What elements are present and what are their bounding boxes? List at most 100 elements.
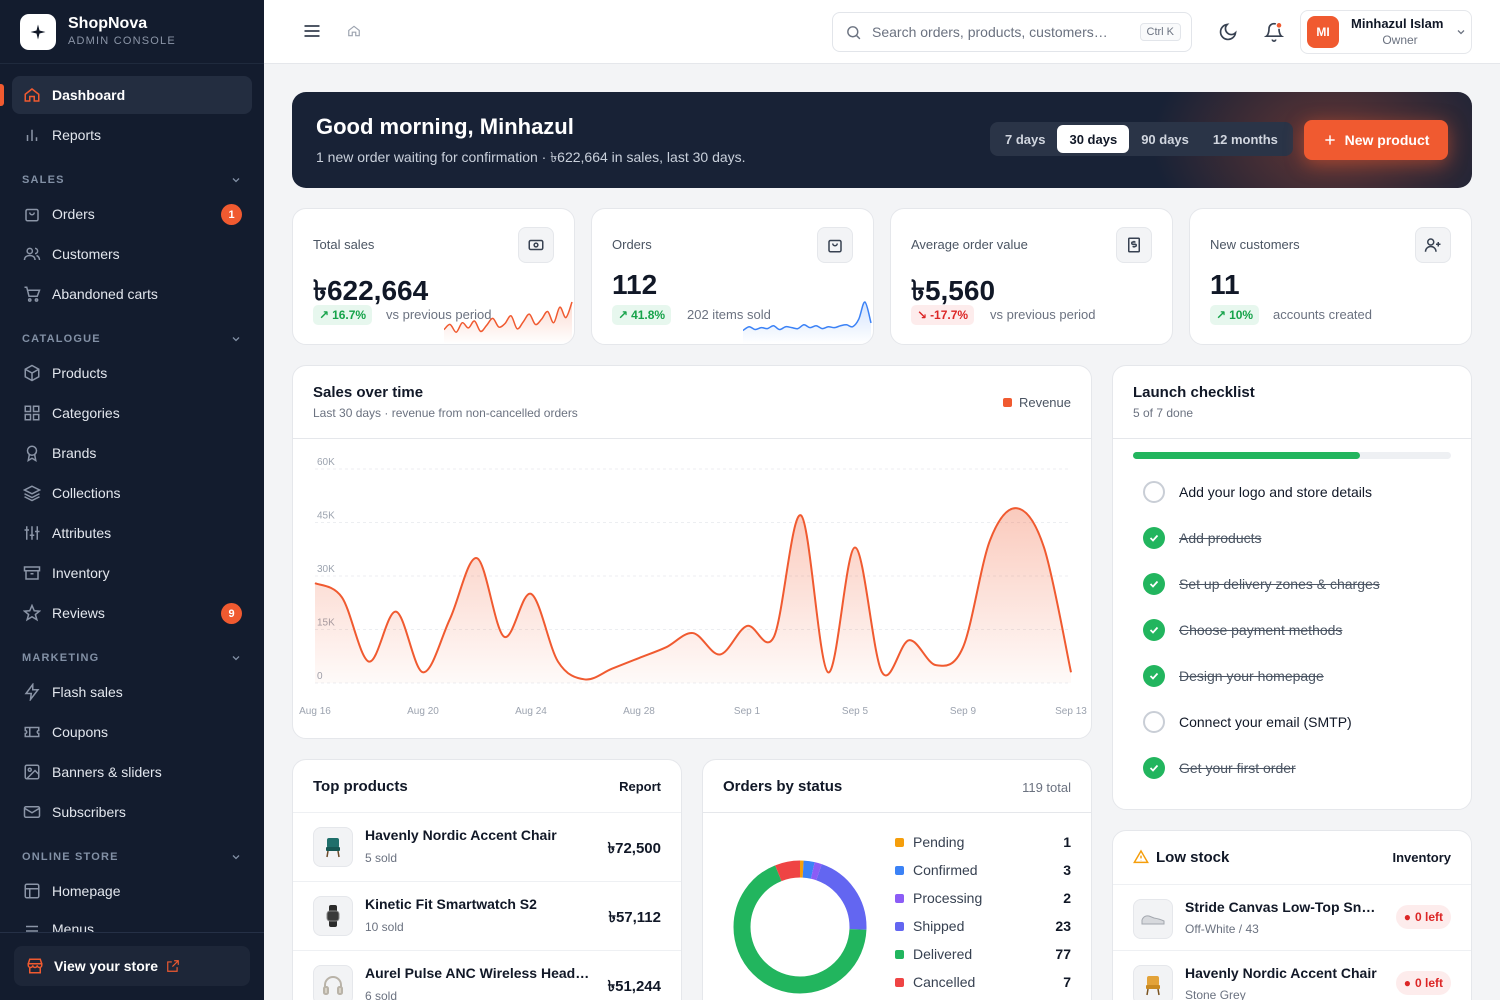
checklist-item[interactable]: Add products [1143,527,1262,549]
new-product-button[interactable]: New product [1304,120,1448,160]
list-item[interactable]: Stride Canvas Low-Top Sneakers Off-White… [1113,884,1471,950]
chart-legend: Revenue [1002,395,1071,410]
status-row-shipped[interactable]: Shipped 23 [895,918,1071,934]
empty-circle-icon [1143,481,1165,503]
sidebar-item-coupons[interactable]: Coupons [12,713,252,751]
list-item[interactable]: Kinetic Fit Smartwatch S2 10 sold ৳57,11… [293,881,681,949]
sidebar-item-reviews[interactable]: Reviews 9 [12,594,252,632]
checklist-item[interactable]: Connect your email (SMTP) [1143,711,1352,733]
award-icon [22,443,42,463]
receipt-icon [1116,227,1152,263]
status-row-pending[interactable]: Pending 1 [895,834,1071,850]
donut-slice-delivered [733,860,867,994]
sidebar-item-collections[interactable]: Collections [12,474,252,512]
breadcrumb-home-icon[interactable] [347,24,361,38]
view-store-link[interactable]: View your store [14,946,250,986]
sidebar-item-abandoned-carts[interactable]: Abandoned carts [12,275,252,313]
launch-checklist-card: Launch checklist 5 of 7 done Add your lo… [1112,365,1472,810]
cart-icon [22,284,42,304]
range-30-days[interactable]: 30 days [1057,125,1130,153]
sidebar-item-products[interactable]: Products [12,354,252,392]
chevron-down-icon [1455,26,1467,38]
stat-label: Total sales [313,237,375,252]
section-sales[interactable]: SALES [22,174,242,186]
stat-card-new-customers[interactable]: New customers 11 ↗ 10% accounts created [1189,208,1472,345]
legend-label: Revenue [1018,395,1071,410]
moon-icon[interactable] [1218,22,1238,42]
hamburger-menu-icon[interactable] [302,21,322,41]
range-12-months[interactable]: 12 months [1212,131,1278,147]
product-amount: ৳51,244 [607,978,661,995]
sidebar-item-brands[interactable]: Brands [12,434,252,472]
sidebar-item-menus[interactable]: Menus [12,912,252,932]
bell-icon[interactable] [1264,21,1284,43]
orders-donut-chart [733,860,867,994]
sidebar-item-label: Reports [52,127,102,143]
check-circle-icon [1143,665,1165,687]
archive-icon [22,563,42,583]
inventory-link[interactable]: Inventory [1392,850,1451,865]
checklist-item-label: Design your homepage [1179,668,1324,684]
card-subtitle: 5 of 7 done [1133,406,1194,420]
product-variant: Off-White / 43 [1185,922,1259,936]
x-tick-label: Sep 5 [842,706,869,717]
bar-chart-icon [22,125,42,145]
stat-delta: ↘ -17.7% [911,305,975,325]
sidebar-item-orders[interactable]: Orders 1 [12,195,252,233]
trend-up-icon: ↗ [618,308,629,322]
status-label: Processing [913,890,983,906]
checklist-item[interactable]: Choose payment methods [1143,619,1342,641]
checklist-item-label: Add your logo and store details [1179,484,1373,500]
sidebar-item-dashboard[interactable]: Dashboard [12,76,252,114]
section-catalogue[interactable]: CATALOGUE [22,333,242,345]
status-row-confirmed[interactable]: Confirmed 3 [895,862,1071,878]
report-link[interactable]: Report [619,779,661,794]
sidebar-item-categories[interactable]: Categories [12,394,252,432]
user-menu[interactable]: MI Minhazul Islam Owner [1300,10,1472,54]
stat-note: vs previous period [386,307,492,322]
check-circle-icon [1143,573,1165,595]
orders-total: 119 total [1022,780,1071,795]
sidebar-item-customers[interactable]: Customers [12,235,252,273]
orders-sparkline [743,301,872,344]
sidebar-item-banners[interactable]: Banners & sliders [12,753,252,791]
status-swatch [895,921,904,931]
checklist-item[interactable]: Set up delivery zones & charges [1143,573,1380,595]
top-products-card: Top products Report Havenly Nordic Accen… [292,759,682,1000]
brand-name: ShopNova [68,14,148,32]
x-tick-label: Sep 9 [950,706,977,717]
list-item[interactable]: Havenly Nordic Accent Chair 5 sold ৳72,5… [293,812,681,880]
checklist-item[interactable]: Get your first order [1143,757,1296,779]
status-swatch [895,893,904,903]
checklist-item[interactable]: Add your logo and store details [1143,481,1372,503]
status-row-cancelled[interactable]: Cancelled 7 [895,974,1071,990]
plus-icon [1323,133,1337,147]
list-item[interactable]: Havenly Nordic Accent Chair Stone Grey ●… [1113,950,1471,1000]
product-variant: Stone Grey [1185,988,1246,1000]
checklist-item[interactable]: Design your homepage [1143,665,1324,687]
stat-card-total-sales[interactable]: Total sales ৳622,664 ↗ 16.7% vs previous … [292,208,575,345]
check-circle-icon [1143,527,1165,549]
sidebar-item-reports[interactable]: Reports [12,116,252,154]
product-name: Havenly Nordic Accent Chair [365,827,557,843]
stat-card-orders[interactable]: Orders 112 ↗ 41.8% 202 items sold [591,208,874,345]
sparkline-area [444,302,572,344]
section-online-store[interactable]: ONLINE STORE [22,851,242,863]
stat-value: ৳622,664 [313,275,429,306]
sparkline-area [743,301,871,344]
list-item[interactable]: Aurel Pulse ANC Wireless Headphones 6 so… [293,950,681,1000]
range-90-days[interactable]: 90 days [1141,131,1189,147]
status-row-processing[interactable]: Processing 2 [895,890,1071,906]
search-input[interactable]: Search orders, products, customers… Ctrl… [832,12,1192,52]
section-marketing[interactable]: MARKETING [22,652,242,664]
sidebar-item-homepage[interactable]: Homepage [12,872,252,910]
stat-card-average-order-value[interactable]: Average order value ৳5,560 ↘ -17.7% vs pr… [890,208,1173,345]
sidebar: ShopNova ADMIN CONSOLE Dashboard Reports… [0,0,264,1000]
sidebar-item-attributes[interactable]: Attributes [12,514,252,552]
range-7-days[interactable]: 7 days [1005,131,1046,147]
status-swatch [895,837,904,847]
status-row-delivered[interactable]: Delivered 77 [895,946,1071,962]
sidebar-item-subscribers[interactable]: Subscribers [12,793,252,831]
sidebar-item-inventory[interactable]: Inventory [12,554,252,592]
sidebar-item-flash-sales[interactable]: Flash sales [12,673,252,711]
